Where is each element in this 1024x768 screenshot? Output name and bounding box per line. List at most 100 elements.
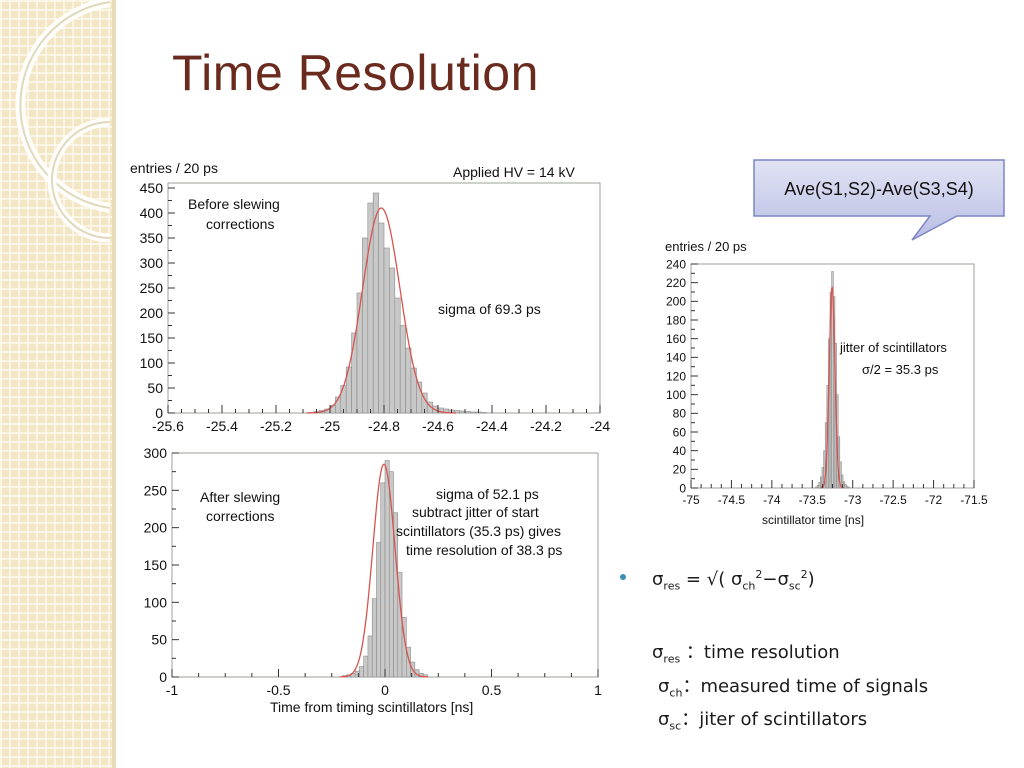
histogram-bar [372,192,379,414]
y-tick-label: 300 [140,255,164,271]
histogram-bar [351,332,358,414]
y-tick-label: 50 [147,380,163,396]
annotation-result-2: subtract jitter of start [412,504,539,520]
y-tick-label: 120 [666,369,686,383]
x-tick-label: 1 [594,682,602,698]
y-axis-label: entries / 20 ps [130,160,218,176]
y-tick-label: 0 [679,481,686,495]
y-tick-label: 350 [140,230,164,246]
y-tick-label: 100 [140,355,164,371]
y-tick-label: 100 [144,594,168,610]
x-tick-label: -25 [320,418,340,434]
annotation-after-1: After slewing [200,489,280,505]
histogram-bars [342,460,428,678]
y-tick-label: 40 [673,444,687,458]
y-tick-label: 50 [151,632,167,648]
histogram-bar [378,222,385,414]
y-tick-label: 60 [673,425,687,439]
bullet-icon [620,574,626,580]
x-tick-label: -72 [925,493,943,507]
x-tick-label: -24.4 [476,418,508,434]
formula-eq: = √( σ [680,569,743,590]
chart-after-slewing: 0 50 100 150 200 250 300 -1 -0.5 0 0.5 1 Time from … [144,445,602,715]
x-tick-label: 0 [381,682,389,698]
sub-sc: sc [788,579,801,593]
formula-minus: −σ [762,569,789,590]
y-tick-label: 0 [155,405,163,421]
histogram-bar [371,598,377,678]
histogram-bar [847,486,850,489]
y-tick-label: 220 [666,276,686,290]
sigma-symbol: σ [652,569,664,590]
def-sub: sc [669,719,682,733]
sidebar-edge [112,0,116,768]
x-tick-label: -24 [590,418,610,434]
formula-close: ) [807,569,815,590]
histogram-bar [362,237,369,414]
annotation-result-1: sigma of 52.1 ps [436,486,539,502]
x-tick-label: -75 [682,493,700,507]
x-tick-label: -24.8 [368,418,400,434]
x-tick-label: -1 [166,682,179,698]
def-res: σres ：time resolution [652,638,840,666]
y-tick-label: 180 [666,313,686,327]
y-tick-label: 160 [666,332,686,346]
sigma-symbol: σ [652,642,664,663]
histogram-bar [383,247,390,414]
annotation-jitter-1: jitter of scintillators [839,340,947,355]
x-tick-label: -73.5 [799,493,827,507]
fit-curve [820,286,844,489]
sup-2a: 2 [755,568,763,581]
annotation-result-3: scintillators (35.3 ps) gives [396,523,561,539]
formula-line: σres = √( σch2−σsc2) [620,568,815,593]
formula: σres = √( σch2−σsc2) [652,568,815,593]
x-tick-label: -72.5 [879,493,907,507]
x-tick-label: -25.4 [206,418,238,434]
histogram-bars [308,192,487,414]
callout-text: Ave(S1,S2)-Ave(S3,S4) [784,179,973,199]
annotation-before-1: Before slewing [188,196,280,212]
x-tick-label: -74 [763,493,781,507]
def-sub: res [663,652,681,666]
annotation-before-2: corrections [206,216,274,232]
y-tick-label: 300 [144,445,168,461]
y-tick-label: 200 [666,295,686,309]
y-tick-label: 250 [144,482,168,498]
gaussian-fit-line [339,463,429,678]
histogram-bar [367,202,374,414]
x-tick-label: -0.5 [266,682,290,698]
y-tick-label: 100 [666,388,686,402]
x-axis-label: scintillator time [ns] [762,513,864,527]
sigma-symbol: σ [658,676,670,697]
annotation-result-4: time resolution of 38.3 ps [406,542,562,558]
x-tick-label: -25.2 [260,418,292,434]
y-tick-label: 20 [673,463,687,477]
y-tick-label: 0 [159,669,167,685]
histogram-bar [394,297,401,414]
histogram-bar [480,412,487,414]
annotation-hv: Applied HV = 14 kV [453,164,575,180]
annotation-after-2: corrections [206,508,274,524]
histogram-bar [464,411,471,414]
gaussian-fit-line [306,207,457,414]
x-axis-label: Time from timing scintillators [ns] [270,699,473,715]
annotation-jitter-2: σ/2 = 35.3 ps [862,362,939,377]
annotation-sigma: sigma of 69.3 ps [438,301,541,317]
decorative-rings [15,0,111,243]
histogram-bar [399,325,406,414]
y-axis-label: entries / 20 ps [665,239,747,254]
y-tick-label: 240 [666,257,686,271]
chart-before-slewing: 0 50 100 150 200 250 300 350 400 450 -25.6 -25.4 -25… [130,160,610,434]
gaussian-fit-line [820,286,844,489]
x-tick-label: -71.5 [960,493,988,507]
y-tick-label: 200 [140,305,164,321]
page-title: Time Resolution [172,45,539,101]
histogram-bar [459,410,466,414]
y-tick-label: 150 [144,557,168,573]
x-tick-label: -24.2 [530,418,562,434]
x-tick-label: 0.5 [482,682,502,698]
y-tick-label: 400 [140,205,164,221]
histogram-bar [389,267,396,414]
y-tick-label: 250 [140,280,164,296]
